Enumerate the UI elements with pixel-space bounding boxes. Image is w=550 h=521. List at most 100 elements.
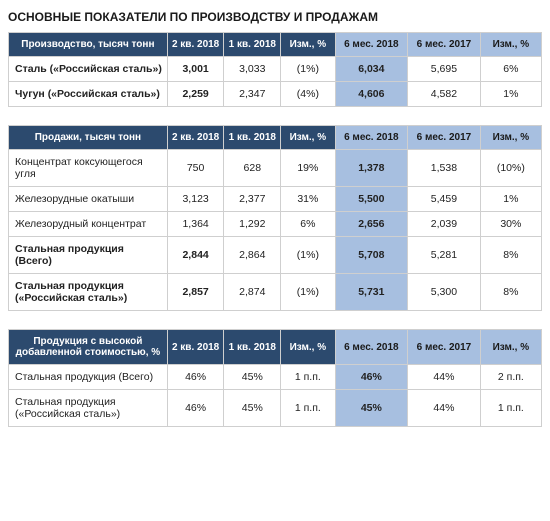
cell-h1-2017: 4,582 — [408, 82, 481, 107]
col-header: Изм., % — [480, 126, 541, 150]
cell-yoy: 8% — [480, 237, 541, 274]
col-header-label: Производство, тысяч тонн — [9, 33, 168, 57]
cell-q1: 45% — [224, 365, 281, 390]
sales-table: Продажи, тысяч тонн 2 кв. 2018 1 кв. 201… — [8, 125, 542, 311]
cell-yoy: 1% — [480, 187, 541, 212]
row-label: Стальная продукция («Российская сталь») — [9, 274, 168, 311]
table-row: Сталь («Российская сталь»)3,0013,033(1%)… — [9, 57, 542, 82]
table-row: Железорудные окатыши3,1232,37731%5,5005,… — [9, 187, 542, 212]
cell-h1-2017: 5,300 — [408, 274, 481, 311]
row-label: Стальная продукция (Всего) — [9, 365, 168, 390]
cell-yoy: 30% — [480, 212, 541, 237]
cell-yoy: 1% — [480, 82, 541, 107]
cell-q2: 750 — [167, 150, 224, 187]
cell-h1-2017: 44% — [408, 390, 481, 427]
cell-q1: 2,377 — [224, 187, 281, 212]
table-row: Железорудный концентрат1,3641,2926%2,656… — [9, 212, 542, 237]
cell-q2: 3,123 — [167, 187, 224, 212]
cell-h1-2018: 5,500 — [335, 187, 408, 212]
cell-h1-2017: 2,039 — [408, 212, 481, 237]
cell-yoy: 2 п.п. — [480, 365, 541, 390]
col-header: 1 кв. 2018 — [224, 330, 281, 365]
col-header: Изм., % — [480, 330, 541, 365]
row-label: Сталь («Российская сталь») — [9, 57, 168, 82]
cell-h1-2017: 5,459 — [408, 187, 481, 212]
table-row: Стальная продукция (Всего)46%45%1 п.п.46… — [9, 365, 542, 390]
cell-yoy: 6% — [480, 57, 541, 82]
value-added-table: Продукция с высокой добавленной стоимост… — [8, 329, 542, 427]
cell-chg: 1 п.п. — [281, 365, 335, 390]
col-header: 6 мес. 2017 — [408, 126, 481, 150]
cell-q2: 46% — [167, 390, 224, 427]
col-header: 2 кв. 2018 — [167, 33, 224, 57]
col-header: 6 мес. 2018 — [335, 33, 408, 57]
row-label: Железорудные окатыши — [9, 187, 168, 212]
table-row: Стальная продукция («Российская сталь»)4… — [9, 390, 542, 427]
cell-chg: (4%) — [281, 82, 335, 107]
table-row: Концентрат коксующегося угля75062819%1,3… — [9, 150, 542, 187]
cell-h1-2017: 5,695 — [408, 57, 481, 82]
col-header: 6 мес. 2017 — [408, 330, 481, 365]
cell-q2: 2,844 — [167, 237, 224, 274]
table-row: Стальная продукция (Всего)2,8442,864(1%)… — [9, 237, 542, 274]
cell-h1-2018: 6,034 — [335, 57, 408, 82]
cell-q2: 2,857 — [167, 274, 224, 311]
row-label: Концентрат коксующегося угля — [9, 150, 168, 187]
row-label: Стальная продукция («Российская сталь») — [9, 390, 168, 427]
table-header: Продажи, тысяч тонн 2 кв. 2018 1 кв. 201… — [9, 126, 542, 150]
col-header: Изм., % — [281, 33, 335, 57]
cell-q2: 1,364 — [167, 212, 224, 237]
cell-chg: (1%) — [281, 274, 335, 311]
cell-h1-2017: 1,538 — [408, 150, 481, 187]
cell-chg: 1 п.п. — [281, 390, 335, 427]
table-header: Продукция с высокой добавленной стоимост… — [9, 330, 542, 365]
cell-q1: 1,292 — [224, 212, 281, 237]
cell-h1-2017: 5,281 — [408, 237, 481, 274]
cell-q2: 2,259 — [167, 82, 224, 107]
cell-yoy: 1 п.п. — [480, 390, 541, 427]
cell-q1: 2,874 — [224, 274, 281, 311]
col-header: Изм., % — [281, 330, 335, 365]
col-header: 2 кв. 2018 — [167, 330, 224, 365]
col-header-label: Продажи, тысяч тонн — [9, 126, 168, 150]
cell-h1-2018: 45% — [335, 390, 408, 427]
col-header: Изм., % — [480, 33, 541, 57]
row-label: Стальная продукция (Всего) — [9, 237, 168, 274]
cell-h1-2018: 5,708 — [335, 237, 408, 274]
cell-chg: (1%) — [281, 57, 335, 82]
cell-q1: 45% — [224, 390, 281, 427]
cell-q2: 46% — [167, 365, 224, 390]
cell-h1-2017: 44% — [408, 365, 481, 390]
col-header: 6 мес. 2018 — [335, 126, 408, 150]
page-title: ОСНОВНЫЕ ПОКАЗАТЕЛИ ПО ПРОИЗВОДСТВУ И ПР… — [8, 10, 542, 24]
cell-chg: (1%) — [281, 237, 335, 274]
cell-q1: 2,864 — [224, 237, 281, 274]
col-header: 1 кв. 2018 — [224, 33, 281, 57]
cell-yoy: (10%) — [480, 150, 541, 187]
col-header: 1 кв. 2018 — [224, 126, 281, 150]
cell-chg: 6% — [281, 212, 335, 237]
production-table: Производство, тысяч тонн 2 кв. 2018 1 кв… — [8, 32, 542, 107]
table-row: Чугун («Российская сталь»)2,2592,347(4%)… — [9, 82, 542, 107]
cell-yoy: 8% — [480, 274, 541, 311]
col-header: 6 мес. 2017 — [408, 33, 481, 57]
cell-q2: 3,001 — [167, 57, 224, 82]
row-label: Чугун («Российская сталь») — [9, 82, 168, 107]
cell-q1: 2,347 — [224, 82, 281, 107]
cell-h1-2018: 4,606 — [335, 82, 408, 107]
cell-q1: 628 — [224, 150, 281, 187]
col-header: 6 мес. 2018 — [335, 330, 408, 365]
table-header: Производство, тысяч тонн 2 кв. 2018 1 кв… — [9, 33, 542, 57]
cell-h1-2018: 46% — [335, 365, 408, 390]
col-header: 2 кв. 2018 — [167, 126, 224, 150]
col-header-label: Продукция с высокой добавленной стоимост… — [9, 330, 168, 365]
cell-h1-2018: 5,731 — [335, 274, 408, 311]
cell-q1: 3,033 — [224, 57, 281, 82]
row-label: Железорудный концентрат — [9, 212, 168, 237]
cell-chg: 31% — [281, 187, 335, 212]
cell-h1-2018: 1,378 — [335, 150, 408, 187]
cell-chg: 19% — [281, 150, 335, 187]
cell-h1-2018: 2,656 — [335, 212, 408, 237]
table-row: Стальная продукция («Российская сталь»)2… — [9, 274, 542, 311]
col-header: Изм., % — [281, 126, 335, 150]
